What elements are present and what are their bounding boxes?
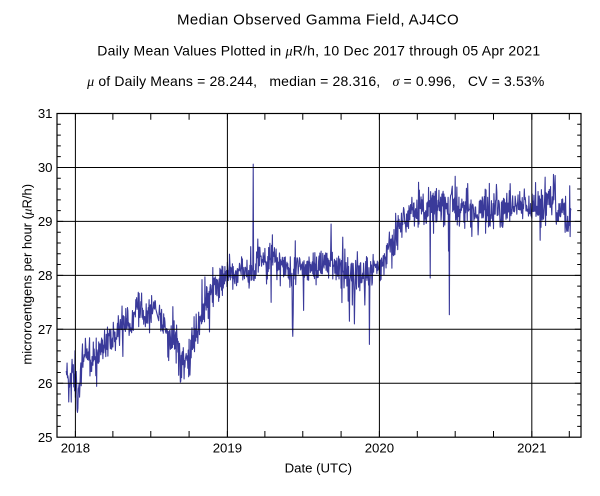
svg-text:Median Observed Gamma Field, A: Median Observed Gamma Field, AJ4CO bbox=[177, 12, 459, 29]
svg-text:Date (UTC): Date (UTC) bbox=[285, 460, 352, 475]
svg-text:25: 25 bbox=[38, 430, 53, 445]
svg-text:30: 30 bbox=[38, 160, 53, 175]
svg-text:27: 27 bbox=[38, 322, 53, 337]
svg-text:31: 31 bbox=[38, 106, 53, 121]
svg-text:microroentgens per hour (μR/h): microroentgens per hour (μR/h) bbox=[19, 184, 34, 365]
svg-text:2020: 2020 bbox=[365, 440, 394, 455]
svg-text:26: 26 bbox=[38, 376, 53, 391]
svg-text:29: 29 bbox=[38, 214, 53, 229]
svg-text:2018: 2018 bbox=[61, 440, 90, 455]
svg-text:μ of Daily Means = 28.244, m: μ of Daily Means = 28.244, median = 28.3… bbox=[86, 73, 544, 90]
svg-text:Daily Mean Values Plotted in μ: Daily Mean Values Plotted in μR/h, 10 De… bbox=[97, 42, 540, 59]
svg-text:2019: 2019 bbox=[213, 440, 242, 455]
svg-text:28: 28 bbox=[38, 268, 53, 283]
svg-text:2021: 2021 bbox=[517, 440, 546, 455]
